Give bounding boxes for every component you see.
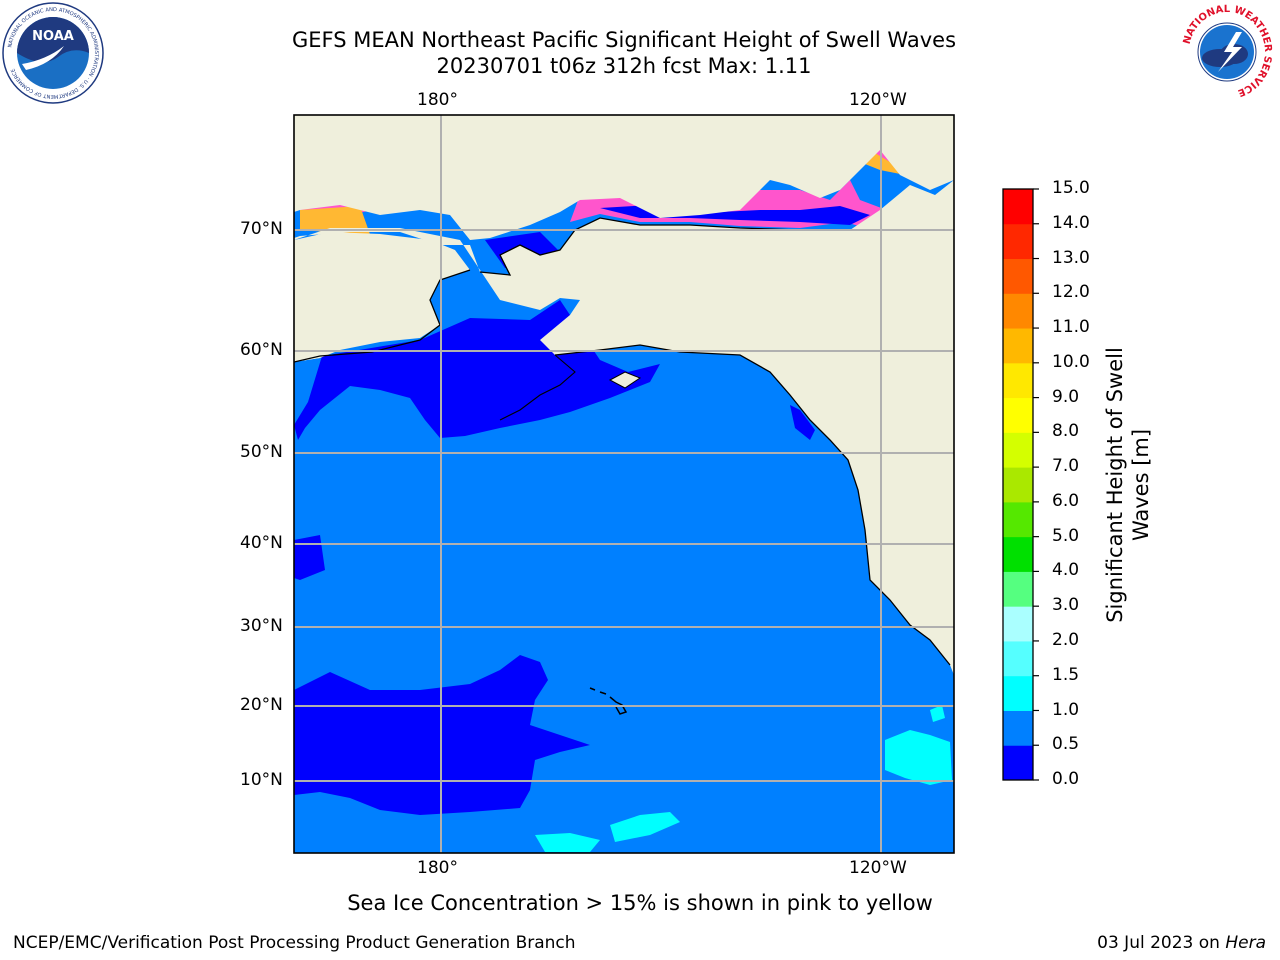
noaa-logo-text: NOAA bbox=[32, 29, 74, 44]
colorbar-title-line1: Significant Height of Swell bbox=[1103, 347, 1127, 623]
footer-host: Hera bbox=[1225, 933, 1266, 953]
colorbar-swatch bbox=[1003, 675, 1033, 711]
lon-label-top-120w: 120°W bbox=[849, 90, 907, 110]
arctic-coast-land bbox=[294, 115, 954, 240]
colorbar-swatch bbox=[1003, 710, 1033, 746]
colorbar-tick-label: 2.0 bbox=[1052, 629, 1080, 650]
colorbar-swatch bbox=[1003, 745, 1033, 781]
colorbar-swatch bbox=[1003, 501, 1033, 538]
colorbar-tick-label: 6.0 bbox=[1052, 490, 1080, 511]
noaa-logo: NATIONAL OCEANIC AND ATMOSPHERIC ADMINIS… bbox=[2, 2, 104, 104]
lat-label-40n: 40°N bbox=[240, 533, 283, 553]
lon-label-top-180: 180° bbox=[417, 90, 458, 110]
colorbar-tick-label: 7.0 bbox=[1052, 456, 1080, 477]
colorbar-tick-label: 0.0 bbox=[1052, 769, 1080, 789]
nws-logo: NATIONAL WEATHER SERVICE bbox=[1178, 4, 1276, 100]
lon-label-bottom-120w: 120°W bbox=[849, 858, 907, 878]
colorbar-tick-label: 11.0 bbox=[1052, 317, 1090, 338]
colorbar-title: Significant Height of Swell Waves [m] bbox=[1102, 347, 1154, 623]
colorbar-swatch bbox=[1003, 223, 1033, 260]
footer-credit: NCEP/EMC/Verification Post Processing Pr… bbox=[13, 933, 576, 953]
colorbar-swatch bbox=[1003, 640, 1033, 677]
colorbar-tick-label: 1.0 bbox=[1052, 699, 1080, 720]
footer-date: 03 Jul 2023 on Hera bbox=[1097, 933, 1266, 953]
colorbar-tick-label: 4.0 bbox=[1052, 560, 1080, 581]
coastal-low-swell bbox=[790, 405, 815, 440]
swell-1.0-1.5-east-small bbox=[930, 705, 945, 722]
colorbar-swatch bbox=[1003, 362, 1033, 399]
lon-label-bottom-180: 180° bbox=[417, 858, 458, 878]
lat-label-30n: 30°N bbox=[240, 616, 283, 636]
colorbar-tick-label: 1.5 bbox=[1052, 664, 1080, 685]
colorbar-tick-label: 12.0 bbox=[1052, 282, 1090, 303]
swell-1.0-1.5-east bbox=[885, 730, 952, 785]
colorbar-tick-label: 15.0 bbox=[1052, 178, 1090, 198]
swell-1.0-1.5-south-b bbox=[610, 812, 680, 842]
kamchatka-land bbox=[294, 328, 322, 362]
lat-label-60n: 60°N bbox=[240, 340, 283, 360]
colorbar-tick-label: 13.0 bbox=[1052, 247, 1090, 268]
colorbar bbox=[1003, 188, 1039, 781]
colorbar-tick-label: 3.0 bbox=[1052, 595, 1080, 616]
colorbar-swatch bbox=[1003, 258, 1033, 294]
lat-label-20n: 20°N bbox=[240, 695, 283, 715]
sea-ice-note: Sea Ice Concentration > 15% is shown in … bbox=[347, 891, 933, 915]
siberia-land bbox=[294, 232, 470, 362]
graticule bbox=[294, 115, 954, 853]
north-america-land bbox=[294, 180, 954, 675]
lat-label-50n: 50°N bbox=[240, 442, 283, 462]
map-frame bbox=[293, 114, 955, 854]
colorbar-swatch bbox=[1003, 397, 1033, 433]
colorbar-swatch bbox=[1003, 432, 1033, 468]
colorbar-tick-label: 5.0 bbox=[1052, 525, 1080, 546]
colorbar-tick-label: 8.0 bbox=[1052, 421, 1080, 442]
colorbar-swatch bbox=[1003, 467, 1033, 503]
west-low-swell-40n bbox=[294, 535, 325, 580]
swell-1.0-1.5-south-a bbox=[535, 833, 600, 852]
colorbar-tick-label: 0.5 bbox=[1052, 734, 1080, 755]
colorbar-swatch bbox=[1003, 606, 1033, 642]
lat-label-10n: 10°N bbox=[240, 770, 283, 790]
colorbar-tick-label: 14.0 bbox=[1052, 212, 1090, 233]
colorbar-swatch bbox=[1003, 293, 1033, 329]
colorbar-swatch bbox=[1003, 328, 1033, 364]
colorbar-swatch bbox=[1003, 189, 1033, 225]
colorbar-tick-label: 10.0 bbox=[1052, 351, 1090, 372]
lat-label-70n: 70°N bbox=[240, 219, 283, 239]
colorbar-tick-label: 9.0 bbox=[1052, 386, 1080, 407]
chart-title: GEFS MEAN Northeast Pacific Significant … bbox=[291, 28, 957, 52]
colorbar-title-line2: Waves [m] bbox=[1129, 428, 1153, 542]
colorbar-swatch bbox=[1003, 536, 1033, 572]
colorbar-swatch bbox=[1003, 571, 1033, 607]
footer-date-text: 03 Jul 2023 on bbox=[1097, 933, 1226, 953]
chart-subtitle: 20230701 t06z 312h fcst Max: 1.11 bbox=[436, 54, 812, 78]
